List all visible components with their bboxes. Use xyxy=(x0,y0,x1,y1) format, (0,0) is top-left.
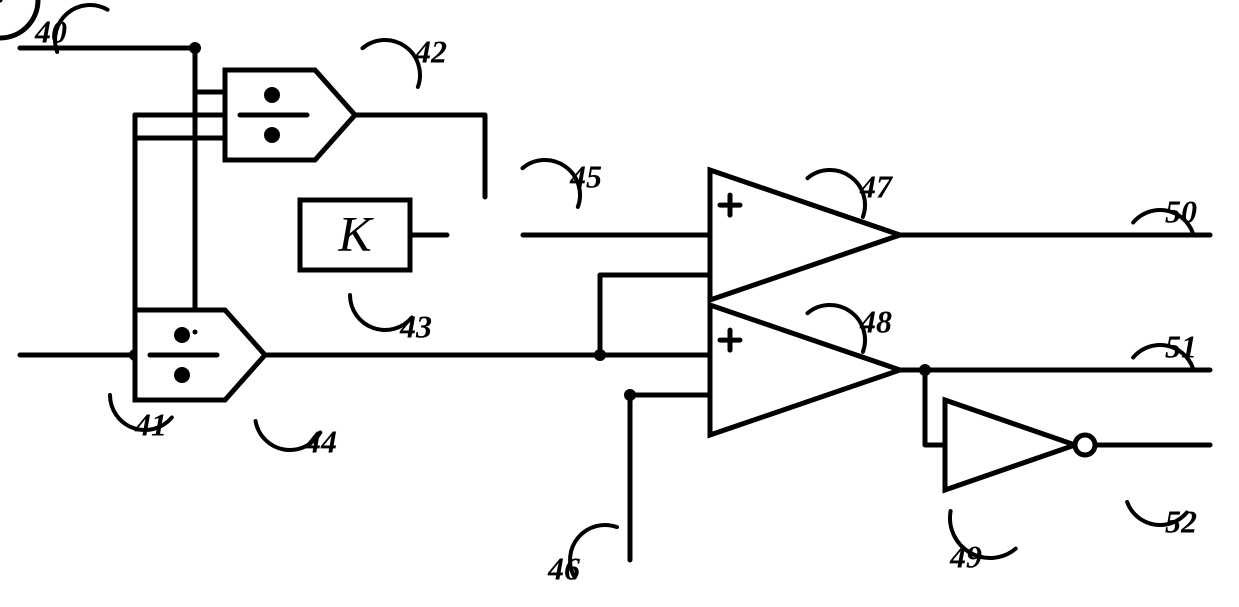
svg-text:48: 48 xyxy=(859,303,892,339)
svg-text:41: 41 xyxy=(134,406,167,442)
svg-text:51: 51 xyxy=(1165,328,1197,364)
svg-text:46: 46 xyxy=(547,550,580,586)
wire-branch_47minus xyxy=(600,275,710,355)
svg-text:52: 52 xyxy=(1165,503,1197,539)
svg-text:47: 47 xyxy=(859,168,894,204)
wire-inv_in xyxy=(925,370,945,445)
svg-text:42: 42 xyxy=(414,33,447,69)
svg-text:49: 49 xyxy=(949,538,982,574)
svg-text:44: 44 xyxy=(304,423,337,459)
circuit-diagram: K 40 41 42 43 44 45 46 47 48 49 50 51 52 xyxy=(0,0,1239,607)
svg-text:K: K xyxy=(337,205,374,261)
inverter xyxy=(945,400,1075,490)
wire-d42_out xyxy=(355,115,485,197)
svg-text:40: 40 xyxy=(34,13,67,49)
svg-text:50: 50 xyxy=(1165,193,1197,229)
summer xyxy=(0,0,38,38)
svg-text:43: 43 xyxy=(399,308,432,344)
svg-text:45: 45 xyxy=(569,158,602,194)
